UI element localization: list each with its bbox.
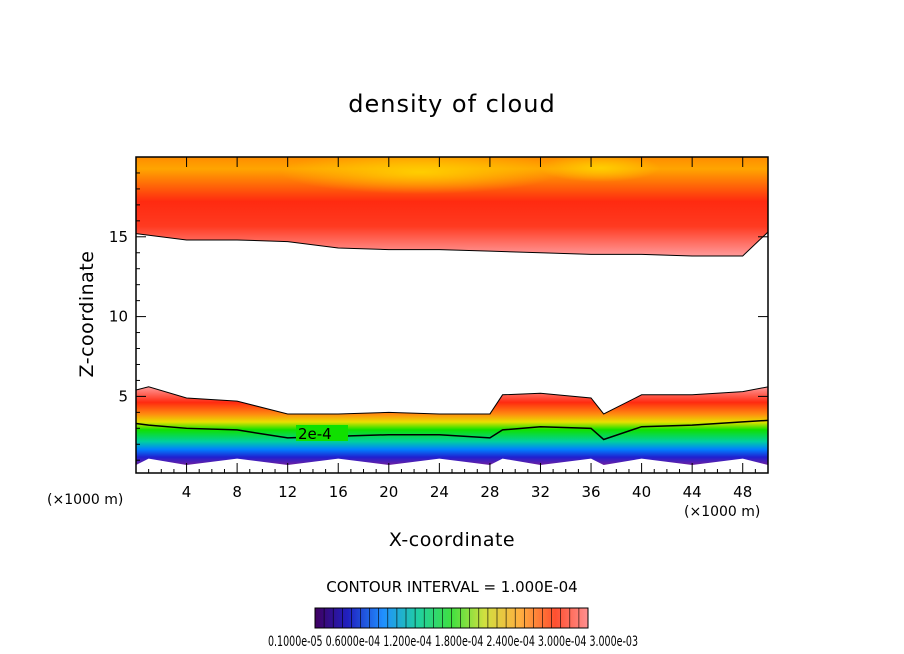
lower-cloud-layer [136, 386, 768, 466]
contour-label-bg [296, 425, 348, 441]
chart-title: density of cloud [348, 90, 555, 118]
colorbar-labels: 0.1000e-05 0.6000e-04 1.200e-04 1.800e-0… [268, 634, 638, 650]
contour-interval: CONTOUR INTERVAL = 1.000E-04 [326, 578, 577, 596]
x-axis-label: X-coordinate [389, 529, 515, 551]
x-tick-label: 20 [379, 483, 398, 501]
x-tick-label: 4 [182, 483, 192, 501]
x-tick-label: 12 [278, 483, 297, 501]
x-tick-label: 16 [329, 483, 348, 501]
contour-label: 2e-4 [298, 425, 332, 443]
upper-cloud-core [540, 157, 660, 182]
x-axis-ticks: 4 8 12 16 20 24 28 32 36 40 44 48 [148, 157, 756, 501]
x-axis-unit-left: (×1000 m) [47, 492, 123, 508]
x-axis-unit-right: (×1000 m) [684, 504, 760, 520]
x-tick-label: 24 [430, 483, 449, 501]
x-tick-label: 40 [632, 483, 651, 501]
contour-2e-4-line [136, 419, 768, 441]
y-tick-label: 15 [109, 228, 128, 246]
x-tick-label: 32 [531, 483, 550, 501]
y-axis-label: Z-coordinate [76, 251, 98, 378]
colorbar-divisions [323, 608, 580, 628]
lower-layer-contour [136, 386, 768, 415]
x-tick-label: 8 [232, 483, 242, 501]
x-tick-label: 44 [683, 483, 702, 501]
y-axis-ticks: 5 10 15 [109, 172, 768, 461]
x-tick-label: 28 [480, 483, 499, 501]
x-tick-label: 36 [581, 483, 600, 501]
x-tick-label: 48 [733, 483, 752, 501]
y-tick-label: 10 [109, 308, 128, 326]
y-tick-label: 5 [118, 387, 128, 405]
upper-layer-contour [136, 231, 768, 257]
